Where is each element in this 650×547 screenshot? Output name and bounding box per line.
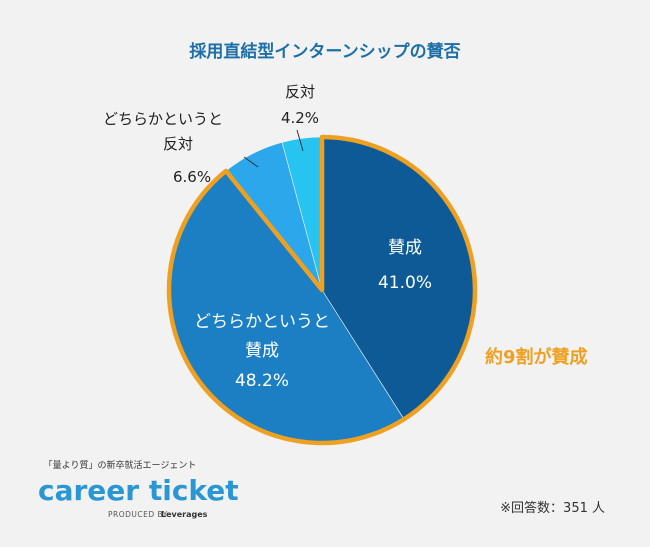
- logo-produced-by: PRODUCED BY: [108, 510, 168, 519]
- respondent-note: ※回答数：351 人: [500, 500, 605, 516]
- slice-label-hantai: 反対: [285, 83, 315, 101]
- slice-label-yaya-sansei-line1: どちらかというと: [194, 312, 330, 332]
- slice-label-yaya-sansei-line2: 賛成: [245, 341, 279, 361]
- slice-value-yaya-sansei: 48.2%: [235, 371, 289, 391]
- chart-title: 採用直結型インターンシップの賛否: [189, 41, 460, 62]
- highlight-outline: [166, 134, 478, 446]
- leader-line-yaya-hantai: [243, 156, 259, 168]
- leader-line-hantai: [296, 129, 304, 152]
- pie-slices: [168, 136, 476, 444]
- slice-label-yaya-hantai-line1: どちらかというと: [103, 110, 223, 128]
- slice-label-sansei: 賛成: [388, 238, 422, 258]
- slice-value-sansei: 41.0%: [378, 273, 432, 293]
- slice-value-hantai: 4.2%: [281, 109, 319, 127]
- career-ticket-logo: 「量より質」の新卒就活エージェント career ticket PRODUCED…: [38, 459, 239, 519]
- slice-label-yaya-hantai-line2: 反対: [163, 135, 193, 153]
- logo-brand: Leverages: [161, 510, 208, 519]
- slice-value-yaya-hantai: 6.6%: [173, 168, 211, 186]
- logo-name: career ticket: [38, 474, 239, 507]
- logo-tagline: 「量より質」の新卒就活エージェント: [44, 459, 197, 471]
- annotation-callout: 約9割が賛成: [485, 346, 588, 368]
